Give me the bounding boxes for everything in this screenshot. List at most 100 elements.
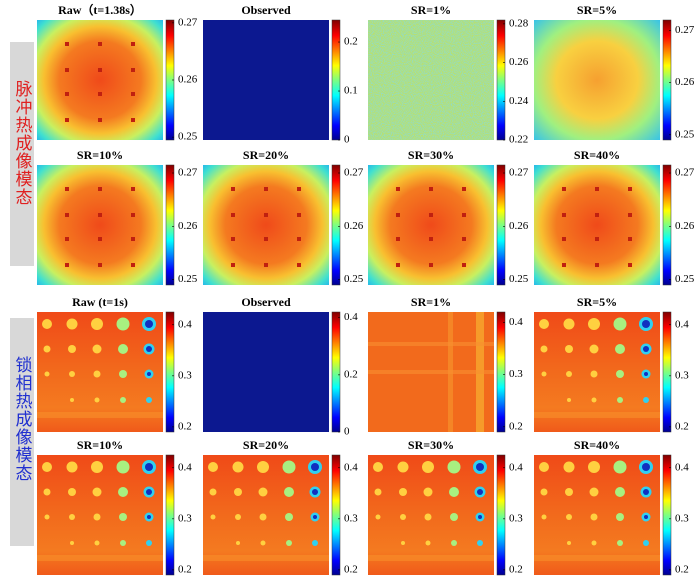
heatmap [368, 312, 494, 432]
colorbar [496, 311, 506, 433]
heatmap [534, 455, 660, 575]
panel-title: Observed [241, 295, 291, 309]
tick-label: 0.2 [509, 563, 523, 575]
colorbar [165, 454, 175, 576]
panel-title: SR=5% [577, 3, 617, 17]
tick-label: 0.3 [675, 369, 689, 381]
panel-title: Observed [241, 3, 291, 17]
heatmap [203, 312, 329, 432]
tick-label: 0.26 [509, 56, 529, 68]
panel-title: SR=10% [77, 438, 123, 452]
tick-label: 0.26 [178, 220, 198, 232]
tick-label: 0.2 [675, 420, 689, 432]
tick-label: 0.4 [509, 316, 523, 328]
tick-label: 0.27 [675, 167, 695, 179]
panel-title: SR=30% [408, 438, 454, 452]
tick-label: 0.3 [675, 512, 689, 524]
side-label: 锁相热成像模态 [13, 356, 33, 482]
colorbar [662, 164, 672, 286]
tick-label: 0.2 [675, 563, 689, 575]
colorbar [331, 164, 341, 286]
tick-label: 0.25 [509, 273, 529, 285]
heatmap [368, 455, 494, 575]
tick-label: 0.25 [178, 273, 198, 285]
tick-label: 0.24 [509, 95, 529, 107]
heatmap [37, 455, 163, 575]
tick-label: 0.26 [675, 76, 695, 88]
tick-label: 0.25 [675, 273, 695, 285]
heatmap [534, 20, 660, 140]
tick-label: 0.26 [344, 220, 364, 232]
panel-title: Raw（t=1.38s） [58, 2, 142, 17]
tick-label: 0.26 [509, 220, 529, 232]
tick-label: 0.2 [344, 563, 358, 575]
tick-label: 0.4 [675, 461, 689, 473]
tick-label: 0.2 [344, 36, 358, 48]
heatmap [203, 455, 329, 575]
tick-label: 0.1 [344, 85, 358, 97]
colorbar [331, 454, 341, 576]
tick-label: 0.3 [509, 512, 523, 524]
heatmap [37, 312, 163, 432]
tick-label: 0.25 [344, 273, 364, 285]
panel-title: SR=20% [243, 148, 289, 162]
colorbar [165, 311, 175, 433]
panel-title: SR=40% [574, 148, 620, 162]
tick-label: 0.2 [344, 368, 358, 380]
tick-label: 0.26 [178, 74, 198, 86]
colorbar [331, 19, 341, 141]
tick-label: 0.27 [178, 167, 198, 179]
tick-label: 0.25 [675, 128, 695, 140]
panel-title: SR=1% [411, 3, 451, 17]
heatmap [534, 312, 660, 432]
side-box [10, 318, 34, 546]
panel-title: SR=20% [243, 438, 289, 452]
tick-label: 0.4 [178, 318, 192, 330]
colorbar [331, 311, 341, 433]
tick-label: 0.27 [178, 16, 198, 28]
heatmap [368, 20, 494, 140]
colorbar [165, 164, 175, 286]
tick-label: 0.2 [178, 563, 192, 575]
colorbar [496, 454, 506, 576]
tick-label: 0 [344, 134, 350, 146]
tick-label: 0.27 [509, 167, 529, 179]
heatmap [368, 165, 494, 285]
side-box [10, 42, 34, 266]
colorbar [662, 311, 672, 433]
tick-label: 0.27 [675, 24, 695, 36]
panel-title: SR=10% [77, 148, 123, 162]
panel-title: Raw (t=1s) [72, 295, 128, 309]
tick-label: 0.4 [344, 311, 358, 323]
tick-label: 0.3 [509, 368, 523, 380]
tick-label: 0 [344, 426, 350, 438]
panel-title: SR=1% [411, 295, 451, 309]
tick-label: 0.3 [178, 369, 192, 381]
heatmap [203, 20, 329, 140]
side-label: 脉冲热成像模态 [13, 80, 33, 206]
tick-label: 0.25 [178, 131, 198, 143]
colorbar [496, 19, 506, 141]
panel-title: SR=5% [577, 295, 617, 309]
tick-label: 0.26 [675, 220, 695, 232]
tick-label: 0.22 [509, 134, 528, 146]
tick-label: 0.3 [178, 512, 192, 524]
tick-label: 0.27 [344, 167, 364, 179]
tick-label: 0.4 [178, 461, 192, 473]
colorbar [662, 454, 672, 576]
heatmap [203, 165, 329, 285]
colorbar [496, 164, 506, 286]
panel-title: SR=40% [574, 438, 620, 452]
tick-label: 0.4 [509, 461, 523, 473]
tick-label: 0.28 [509, 17, 529, 29]
heatmap [37, 20, 163, 140]
panel-title: SR=30% [408, 148, 454, 162]
tick-label: 0.2 [178, 420, 192, 432]
tick-label: 0.4 [675, 318, 689, 330]
tick-label: 0.4 [344, 461, 358, 473]
colorbar [662, 19, 672, 141]
heatmap [534, 165, 660, 285]
tick-label: 0.3 [344, 512, 358, 524]
heatmap [37, 165, 163, 285]
